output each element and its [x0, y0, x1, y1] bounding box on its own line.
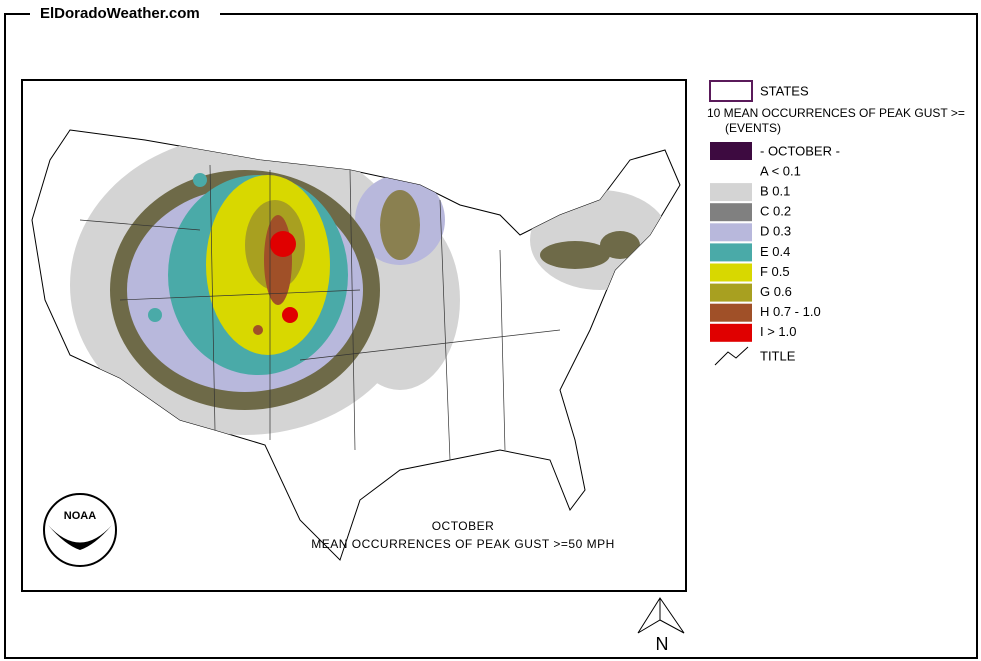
legend-swatch [710, 243, 752, 262]
legend-swatch [710, 203, 752, 222]
legend-label: TITLE [760, 348, 796, 363]
map: NOAA OCTOBER MEAN OCCURRENCES OF PEAK GU… [21, 79, 687, 592]
legend-label: E 0.4 [760, 244, 790, 259]
legend-label: STATES [760, 83, 809, 98]
legend-label: G 0.6 [760, 284, 792, 299]
compass-label: N [656, 634, 669, 654]
header-bg [30, 4, 220, 24]
legend-swatch [710, 303, 752, 322]
legend-label: H 0.7 - 1.0 [760, 304, 821, 319]
map-subtitle: MEAN OCCURRENCES OF PEAK GUST >=50 MPH [311, 537, 615, 551]
compass: N [637, 597, 685, 654]
legend-label: A < 0.1 [760, 163, 801, 178]
period-swatch [710, 142, 752, 160]
legend-label: D 0.3 [760, 224, 791, 239]
logo-text: NOAA [64, 510, 96, 522]
legend-swatch [710, 163, 752, 181]
noaa-logo: NOAA [43, 493, 117, 567]
states-swatch [709, 80, 753, 102]
state-lines [79, 164, 561, 461]
site-title: ElDoradoWeather.com [40, 5, 200, 22]
legend-heading: 10 MEAN OCCURRENCES OF PEAK GUST >= [707, 106, 965, 120]
frame [4, 13, 978, 659]
legend-heading: (EVENTS) [725, 121, 781, 135]
legend-label: C 0.2 [760, 204, 791, 219]
legend-label: F 0.5 [760, 264, 790, 279]
legend-swatch [710, 263, 752, 282]
legend-label: I > 1.0 [760, 324, 797, 339]
legend-label: B 0.1 [760, 184, 790, 199]
contours [70, 135, 670, 435]
legend-label: - OCTOBER - [760, 143, 840, 158]
legend-swatch [710, 183, 752, 202]
legend-swatch [710, 283, 752, 302]
map-title: OCTOBER [432, 519, 495, 533]
legend-swatch [710, 223, 752, 242]
title-symbol [714, 346, 749, 366]
legend: STATES 10 MEAN OCCURRENCES OF PEAK GUST … [707, 80, 965, 366]
legend-swatch [710, 323, 752, 342]
